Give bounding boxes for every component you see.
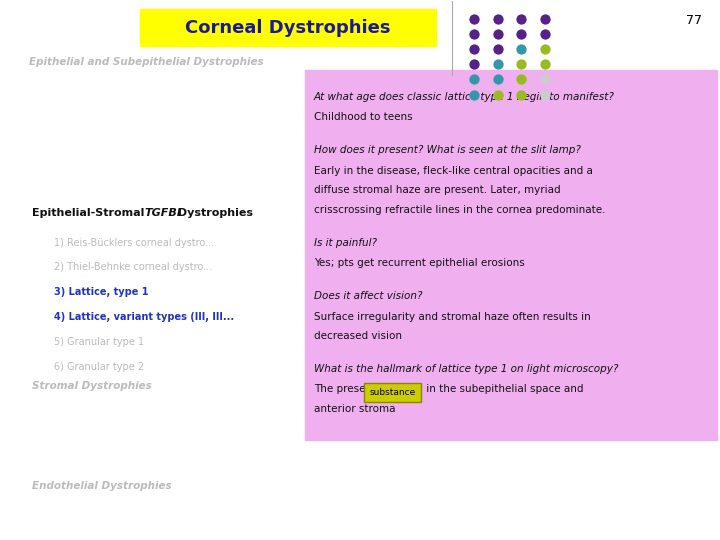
Text: 4) Lattice, variant types (III, III...: 4) Lattice, variant types (III, III... [54,312,234,322]
Text: Endothelial Dystrophies: Endothelial Dystrophies [32,481,172,491]
FancyBboxPatch shape [140,9,436,46]
Text: Childhood to teens: Childhood to teens [314,112,413,123]
FancyBboxPatch shape [364,383,421,402]
Text: crisscrossing refractile lines in the cornea predominate.: crisscrossing refractile lines in the co… [314,205,606,215]
Text: 5) Granular type 1: 5) Granular type 1 [54,337,144,347]
Text: What is the hallmark of lattice type 1 on light microscopy?: What is the hallmark of lattice type 1 o… [314,364,618,374]
Point [539,60,551,69]
Text: anterior stroma: anterior stroma [314,404,395,414]
Point [539,90,551,99]
Point [516,45,527,53]
Point [516,30,527,38]
Point [468,90,480,99]
Point [468,60,480,69]
Text: diffuse stromal haze are present. Later, myriad: diffuse stromal haze are present. Later,… [314,185,561,195]
Text: 3) Lattice, type 1: 3) Lattice, type 1 [54,287,148,298]
Point [492,60,503,69]
Point [516,60,527,69]
Point [468,30,480,38]
Point [539,45,551,53]
Text: Stromal Dystrophies: Stromal Dystrophies [32,381,152,391]
Text: Is it painful?: Is it painful? [314,238,377,248]
Text: Corneal Dystrophies: Corneal Dystrophies [185,18,391,37]
FancyBboxPatch shape [305,70,717,440]
Point [539,75,551,84]
Text: Surface irregularity and stromal haze often results in: Surface irregularity and stromal haze of… [314,312,590,322]
Text: Yes; pts get recurrent epithelial erosions: Yes; pts get recurrent epithelial erosio… [314,258,525,268]
Point [516,75,527,84]
Point [516,15,527,23]
Text: Epithelial-Stromal: Epithelial-Stromal [32,208,148,218]
Point [539,15,551,23]
Point [492,75,503,84]
Point [468,15,480,23]
Text: decreased vision: decreased vision [314,331,402,341]
Point [539,30,551,38]
Text: Does it affect vision?: Does it affect vision? [314,291,423,301]
Text: Dystrophies: Dystrophies [174,208,253,218]
Text: 1) Reis-Bücklers corneal dystro...: 1) Reis-Bücklers corneal dystro... [54,238,214,248]
Text: The presence of: The presence of [314,384,401,395]
Point [492,45,503,53]
Text: Early in the disease, fleck-like central opacities and a: Early in the disease, fleck-like central… [314,166,593,176]
Text: Epithelial and Subepithelial Dystrophies: Epithelial and Subepithelial Dystrophies [29,57,264,67]
Text: 2) Thiel-Behnke corneal dystro...: 2) Thiel-Behnke corneal dystro... [54,262,212,273]
Point [516,90,527,99]
Text: substance: substance [369,388,416,397]
Text: in the subepithelial space and: in the subepithelial space and [423,384,584,395]
Point [492,30,503,38]
Text: At what age does classic lattice type 1 begin to manifest?: At what age does classic lattice type 1 … [314,92,615,102]
Text: TGFBI: TGFBI [144,208,181,218]
Point [468,45,480,53]
Text: How does it present? What is seen at the slit lamp?: How does it present? What is seen at the… [314,145,581,156]
Point [492,90,503,99]
Point [468,75,480,84]
Text: 6) Granular type 2: 6) Granular type 2 [54,362,144,372]
Point [492,15,503,23]
Text: 77: 77 [686,14,702,26]
